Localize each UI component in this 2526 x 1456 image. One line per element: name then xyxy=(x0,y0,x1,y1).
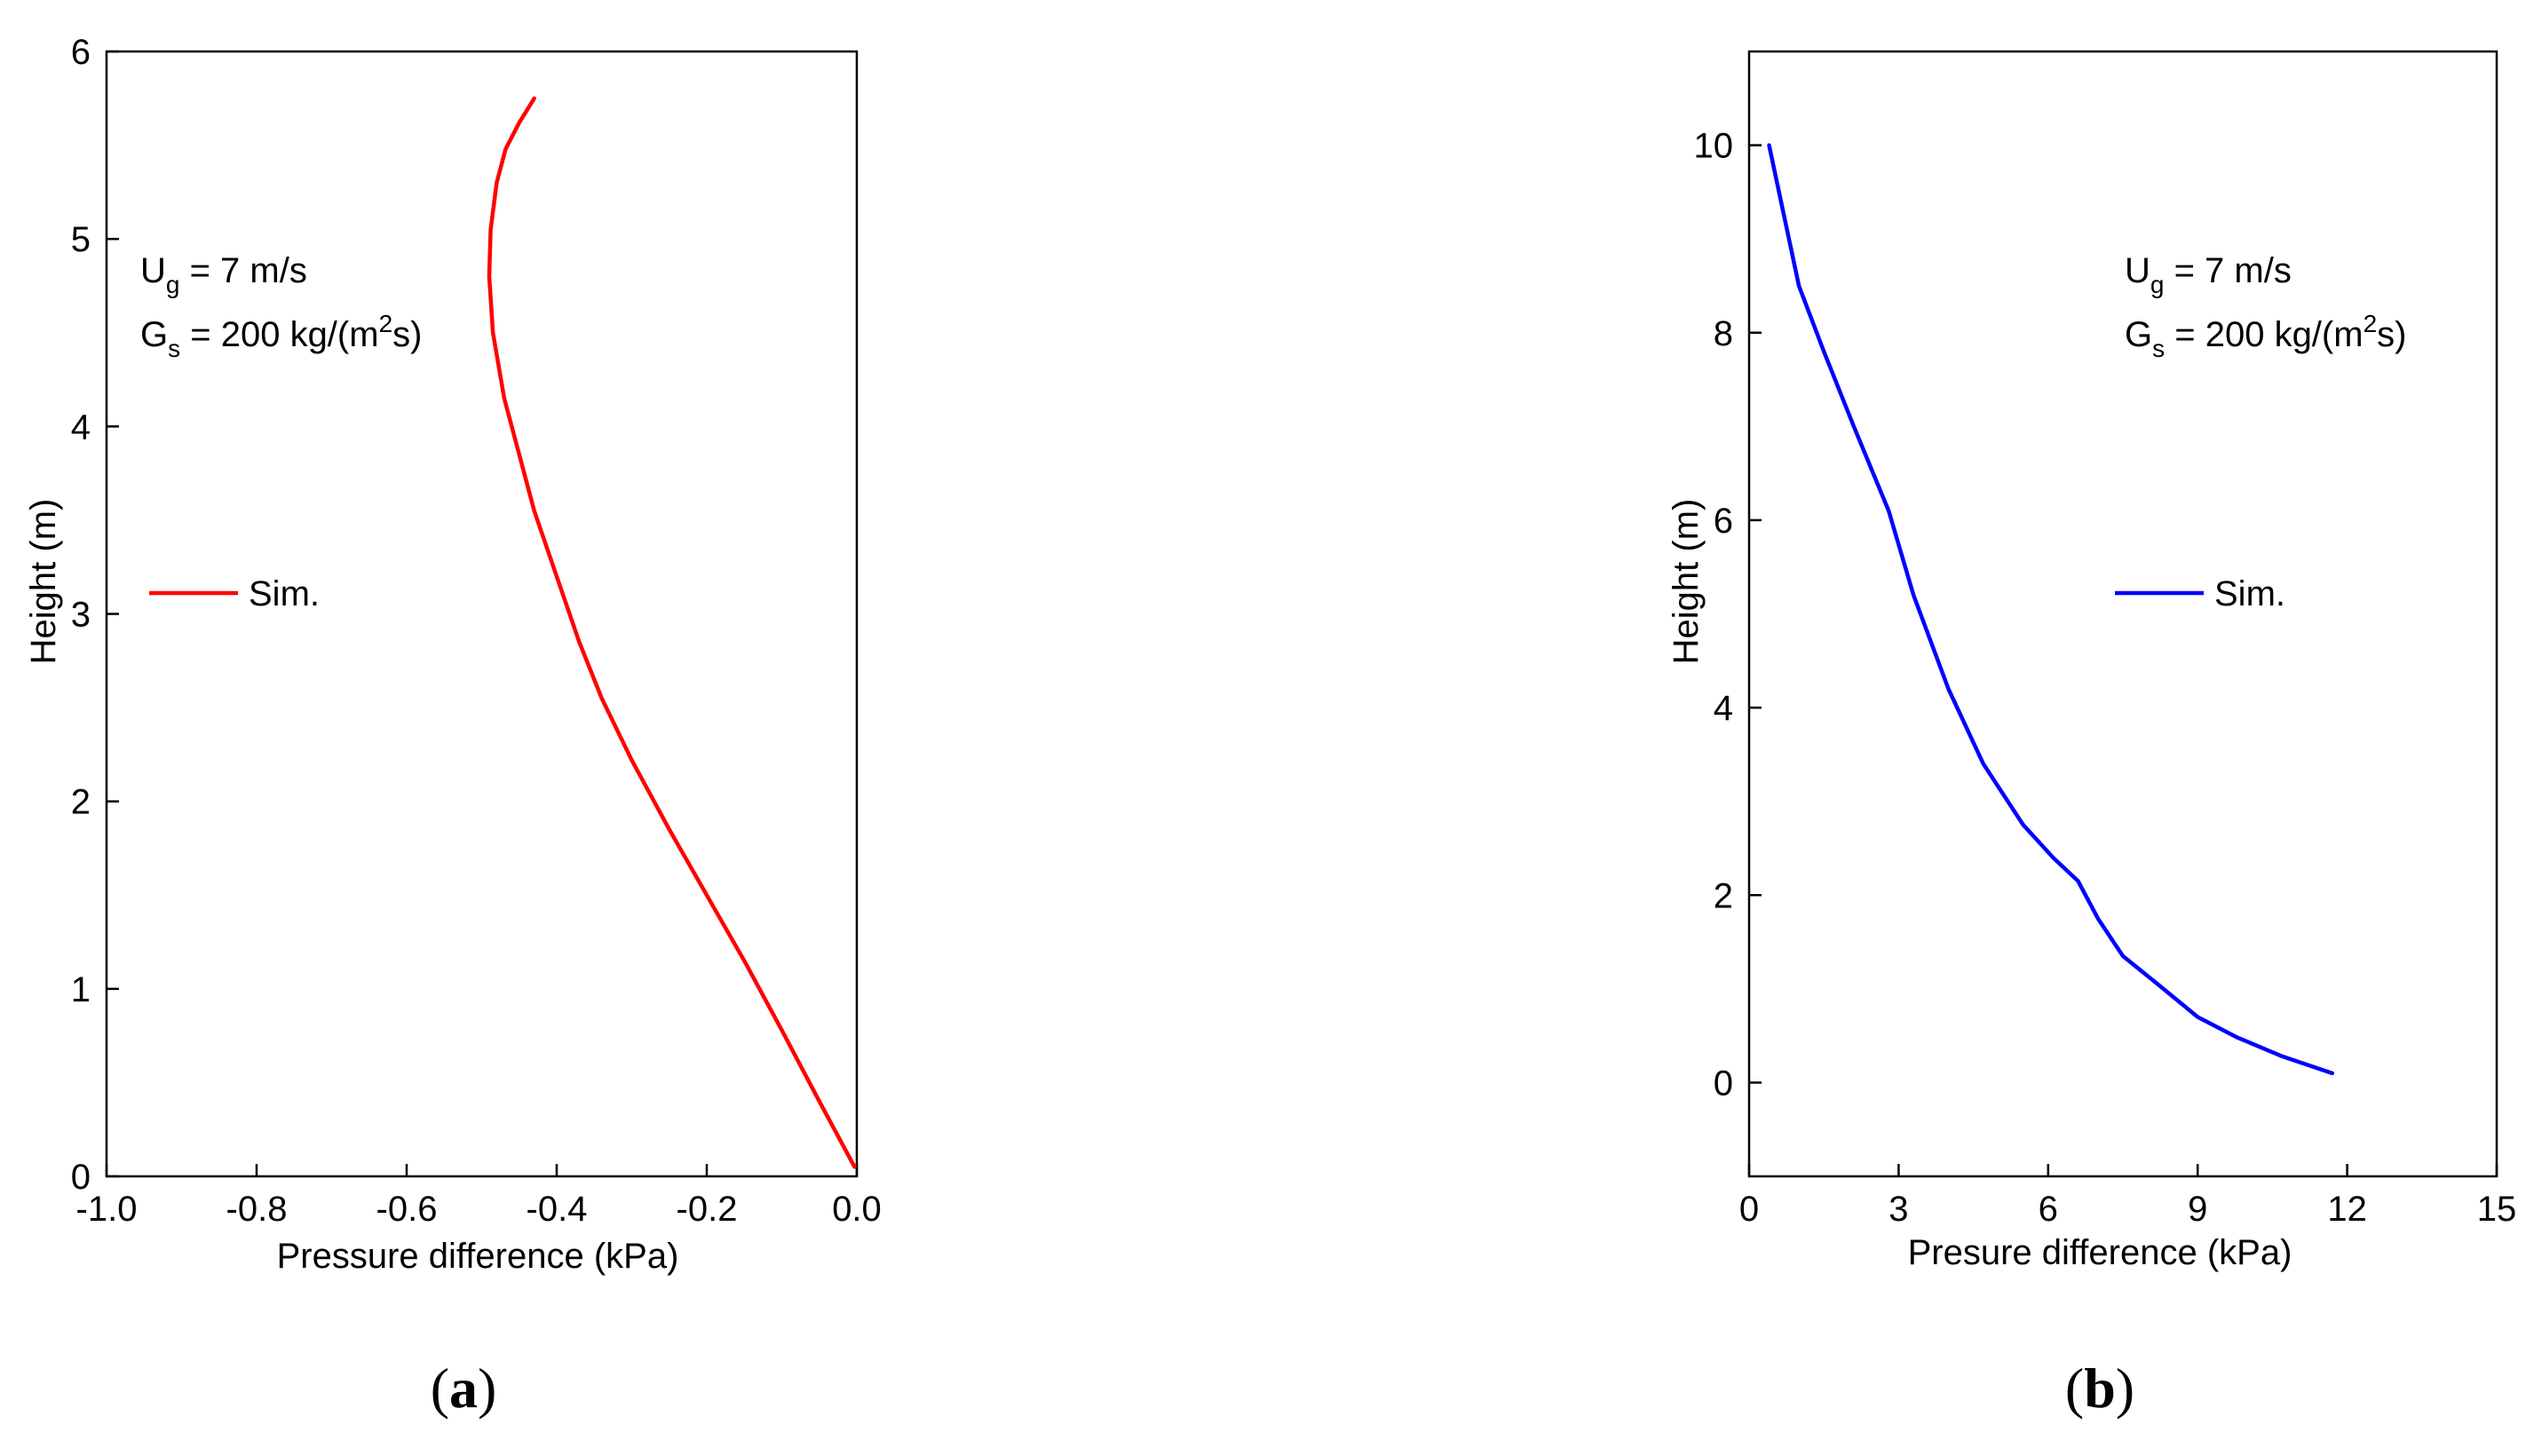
plot-frame-b xyxy=(1747,50,2498,1178)
legend-label-a: Sim. xyxy=(249,574,320,613)
annotation-solids-flux-a: Gs = 200 kg/(m2s) xyxy=(140,310,422,362)
panel-a-chart: -1.0 -0.8 -0.6 -0.4 -0.2 0.0 0 1 2 3 4 5 6 Pressure d… xyxy=(24,33,882,1420)
x-tick-label-b: 6 xyxy=(2039,1190,2058,1229)
y-axis-title-b: Height (m) xyxy=(1667,499,1706,665)
y-axis-title-a: Height (m) xyxy=(24,499,63,665)
y-tick-label-b: 10 xyxy=(1694,127,1734,166)
series-line-sim-a xyxy=(487,96,857,1169)
x-tick-label-b: 12 xyxy=(2327,1190,2367,1229)
y-tick-label-a: 5 xyxy=(71,220,91,259)
x-tick-label-a: -0.4 xyxy=(527,1190,588,1229)
y-tick-label-a: 3 xyxy=(71,596,91,635)
y-tick-label-a: 0 xyxy=(71,1158,91,1197)
panel-label-b: (b) xyxy=(2065,1357,2134,1420)
panel-label-a: (a) xyxy=(431,1357,497,1420)
legend-label-b: Sim. xyxy=(2214,574,2285,613)
x-tick-label-a: -0.8 xyxy=(226,1190,288,1229)
y-tick-label-b: 2 xyxy=(1714,876,1733,915)
x-tick-label-a: -0.2 xyxy=(677,1190,738,1229)
x-axis-title-a: Pressure difference (kPa) xyxy=(277,1237,679,1276)
y-tick-label-b: 0 xyxy=(1714,1064,1733,1103)
x-axis-title-b: Presure difference (kPa) xyxy=(1908,1233,2292,1272)
x-tick-label-b: 3 xyxy=(1889,1190,1908,1229)
x-tick-label-b: 9 xyxy=(2188,1190,2207,1229)
y-tick-label-a: 1 xyxy=(71,970,91,1009)
y-tick-label-b: 8 xyxy=(1714,314,1733,353)
x-tick-label-b: 15 xyxy=(2477,1190,2517,1229)
panel-b-chart: 0 3 6 9 12 15 0 2 4 6 8 10 Presure difference (kPa) H… xyxy=(1667,50,2517,1420)
x-tick-label-a: -0.6 xyxy=(376,1190,438,1229)
series-line-sim-b xyxy=(1767,143,2335,1076)
y-tick-label-b: 6 xyxy=(1714,502,1733,541)
annotation-gas-velocity-a: Ug = 7 m/s xyxy=(140,251,307,298)
y-tick-label-a: 6 xyxy=(71,33,91,72)
x-tick-label-a: -1.0 xyxy=(76,1190,138,1229)
y-tick-label-b: 4 xyxy=(1714,689,1733,728)
y-tick-label-a: 2 xyxy=(71,783,91,822)
annotation-solids-flux-b: Gs = 200 kg/(m2s) xyxy=(2125,310,2406,362)
y-tick-label-a: 4 xyxy=(71,408,91,447)
annotation-gas-velocity-b: Ug = 7 m/s xyxy=(2125,251,2292,298)
x-tick-label-a: 0.0 xyxy=(832,1190,882,1229)
x-tick-label-b: 0 xyxy=(1739,1190,1759,1229)
plot-frame-a xyxy=(105,50,859,1178)
